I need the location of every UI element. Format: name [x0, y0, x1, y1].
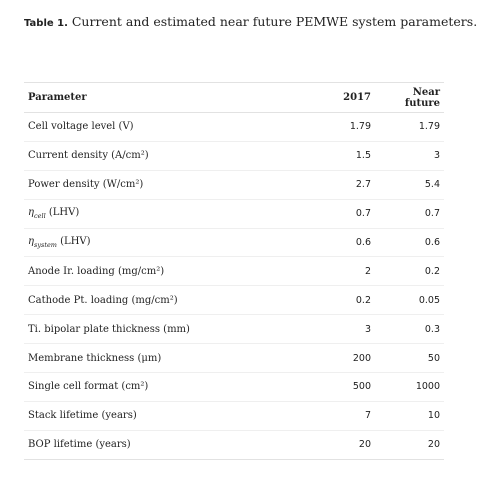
value-2017-cell: 200	[282, 343, 389, 374]
value-future-cell: 0.7	[389, 199, 444, 229]
value-future-cell: 10	[389, 401, 444, 431]
value-future-cell: 0.2	[389, 256, 444, 287]
table-row: Stack lifetime (years) 7 10	[24, 401, 444, 431]
table-row: BOP lifetime (years) 20 20	[24, 430, 444, 460]
parameter-cell: Cell voltage level (V)	[24, 112, 282, 142]
table-row: Membrane thickness (μm) 200 50	[24, 343, 444, 374]
header-2017: 2017	[282, 82, 389, 113]
value-2017-cell: 2.7	[282, 170, 389, 200]
parameter-cell: Cathode Pt. loading (mg/cm²)	[24, 285, 282, 316]
header-near-future: Near future	[389, 82, 444, 113]
table-row: Power density (W/cm²) 2.7 5.4	[24, 170, 444, 200]
value-future-cell: 20	[389, 430, 444, 460]
eta-symbol: η	[28, 236, 34, 247]
value-future-cell: 50	[389, 343, 444, 374]
value-2017-cell: 7	[282, 401, 389, 431]
table-row: Current density (A/cm²) 1.5 3	[24, 141, 444, 171]
value-2017-cell: 1.79	[282, 112, 389, 142]
parameter-cell: ηsystem (LHV)	[24, 228, 282, 258]
parameter-cell: Current density (A/cm²)	[24, 141, 282, 171]
header-parameter: Parameter	[24, 82, 282, 113]
value-2017-cell: 0.2	[282, 285, 389, 316]
parameter-suffix: (LHV)	[56, 236, 91, 247]
table-row: Cathode Pt. loading (mg/cm²) 0.2 0.05	[24, 285, 444, 316]
value-2017-cell: 500	[282, 372, 389, 402]
parameter-cell: Ti. bipolar plate thickness (mm)	[24, 314, 282, 345]
parameter-cell: ηcell (LHV)	[24, 199, 282, 229]
table-row: ηcell (LHV) 0.7 0.7	[24, 199, 444, 229]
table-row: ηsystem (LHV) 0.6 0.6	[24, 228, 444, 258]
value-2017-cell: 1.5	[282, 141, 389, 171]
table-caption-label: Table 1.	[24, 18, 68, 29]
parameter-cell: Stack lifetime (years)	[24, 401, 282, 431]
value-future-cell: 1000	[389, 372, 444, 402]
eta-subscript: cell	[34, 212, 46, 221]
eta-symbol: η	[28, 207, 34, 219]
parameter-cell: Membrane thickness (μm)	[24, 343, 282, 374]
value-2017-cell: 2	[282, 256, 389, 287]
value-future-cell: 0.05	[389, 285, 444, 316]
value-future-cell: 0.6	[389, 228, 444, 258]
table-row: Ti. bipolar plate thickness (mm) 3 0.3	[24, 314, 444, 345]
parameter-cell: Anode Ir. loading (mg/cm²)	[24, 256, 282, 287]
eta-cell-symbol: ηcell	[28, 207, 46, 221]
value-2017-cell: 3	[282, 314, 389, 345]
value-future-cell: 5.4	[389, 170, 444, 200]
parameters-table: Parameter 2017 Near future Cell voltage …	[24, 82, 444, 460]
table-row: Cell voltage level (V) 1.79 1.79	[24, 112, 444, 142]
parameter-cell: Power density (W/cm²)	[24, 170, 282, 200]
parameter-suffix: (LHV)	[45, 207, 80, 219]
table-caption: Table 1. Current and estimated near futu…	[24, 14, 477, 29]
parameter-cell: Single cell format (cm²)	[24, 372, 282, 402]
value-future-cell: 1.79	[389, 112, 444, 142]
table-caption-text: Current and estimated near future PEMWE …	[67, 14, 478, 29]
eta-system-symbol: ηsystem	[28, 236, 57, 249]
eta-subscript: system	[34, 241, 57, 249]
value-2017-cell: 0.6	[282, 228, 389, 258]
table-header-row: Parameter 2017 Near future	[24, 82, 444, 113]
value-2017-cell: 20	[282, 430, 389, 460]
value-future-cell: 3	[389, 141, 444, 171]
table-row: Single cell format (cm²) 500 1000	[24, 372, 444, 402]
value-future-cell: 0.3	[389, 314, 444, 345]
value-2017-cell: 0.7	[282, 199, 389, 229]
parameter-cell: BOP lifetime (years)	[24, 430, 282, 460]
table-row: Anode Ir. loading (mg/cm²) 2 0.2	[24, 256, 444, 287]
